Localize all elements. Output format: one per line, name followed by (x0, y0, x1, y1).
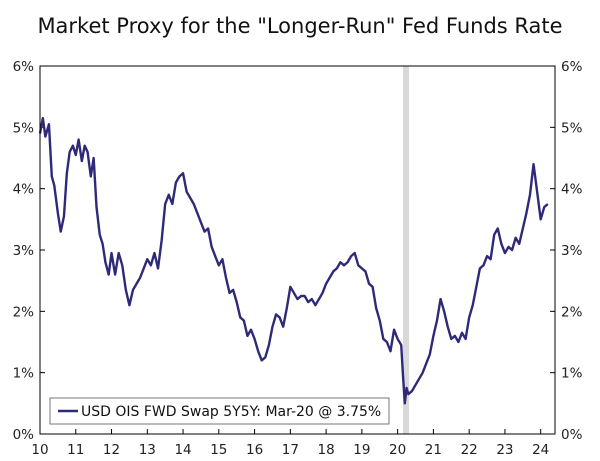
y-tick-label-right: 6% (561, 59, 583, 75)
x-tick-label: 22 (461, 442, 478, 458)
x-tick-label: 15 (210, 442, 227, 458)
y-tick-label-left: 2% (13, 304, 35, 320)
x-tick-label: 23 (496, 442, 513, 458)
y-tick-label-left: 3% (13, 243, 35, 259)
legend: USD OIS FWD Swap 5Y5Y: Mar-20 @ 3.75% (49, 397, 390, 425)
x-tick-label: 10 (31, 442, 48, 458)
legend-label: USD OIS FWD Swap 5Y5Y: Mar-20 @ 3.75% (81, 404, 381, 420)
y-tick-label-left: 5% (13, 120, 35, 136)
x-tick-label: 18 (318, 442, 335, 458)
y-tick-label-left: 6% (13, 59, 35, 75)
plot-frame (39, 65, 556, 435)
y-tick-label-right: 4% (561, 182, 583, 198)
y-tick-label-left: 1% (13, 366, 35, 382)
y-tick-label-right: 3% (561, 243, 583, 259)
x-tick-label: 24 (532, 442, 549, 458)
y-tick-label-right: 0% (561, 427, 583, 443)
series-line (38, 116, 549, 405)
y-tick-label-left: 0% (13, 427, 35, 443)
y-tick-label-left: 4% (13, 182, 35, 198)
y-tick-label-right: 2% (561, 304, 583, 320)
x-tick-label: 21 (425, 442, 442, 458)
x-tick-label: 17 (282, 442, 299, 458)
x-tick-label: 19 (353, 442, 370, 458)
x-tick-label: 11 (67, 442, 84, 458)
chart-title: Market Proxy for the "Longer-Run" Fed Fu… (37, 14, 562, 38)
x-tick-label: 13 (139, 442, 156, 458)
y-tick-label-right: 1% (561, 366, 583, 382)
x-tick-label: 12 (103, 442, 120, 458)
shaded-period (403, 66, 410, 434)
legend-box (49, 397, 390, 425)
y-tick-label-right: 5% (561, 120, 583, 136)
x-tick-label: 14 (174, 442, 191, 458)
x-tick-label: 20 (389, 442, 406, 458)
tick-layer: 0% 0% 1% 1% 2% 2% 3% 3% 4% 4% 5% 5% 6% 6% 10 11 12 13 14 15… (13, 59, 583, 458)
x-tick-label: 16 (246, 442, 263, 458)
